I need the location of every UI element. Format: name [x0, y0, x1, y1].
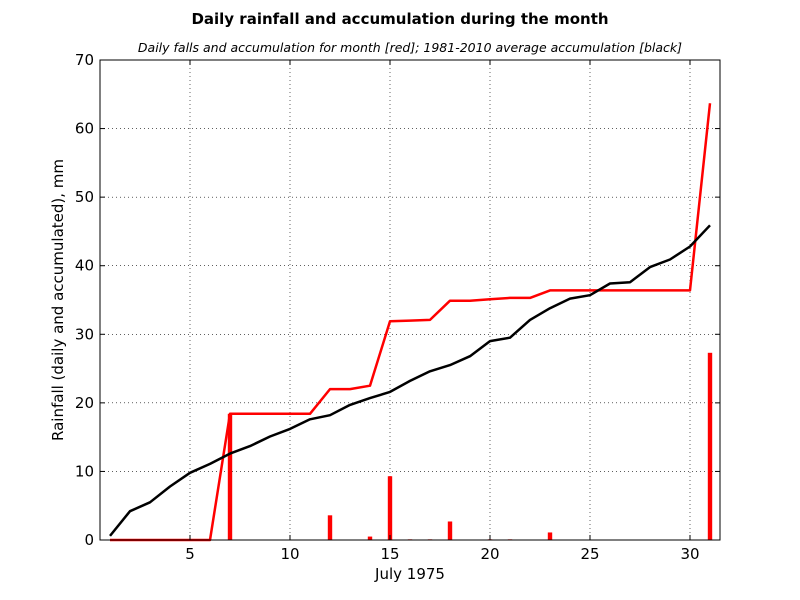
x-tick-label: 30 — [680, 545, 699, 563]
x-tick-label: 25 — [580, 545, 599, 563]
y-tick-label: 0 — [84, 531, 94, 549]
monthly-accumulation-line — [110, 103, 712, 542]
y-tick-label: 40 — [75, 257, 94, 275]
y-tick-label: 10 — [75, 462, 94, 480]
average-accumulation-line — [109, 224, 711, 537]
chart-subtitle: Daily falls and accumulation for month [… — [138, 40, 682, 55]
x-tick-label: 5 — [185, 545, 195, 563]
daily-rainfall-bar — [547, 532, 553, 540]
y-tick-label: 60 — [75, 120, 94, 138]
plot-frame — [99, 59, 721, 541]
x-axis-label: July 1975 — [374, 565, 445, 583]
y-tick-label: 50 — [75, 188, 94, 206]
x-tick-label: 15 — [380, 545, 399, 563]
y-tick-label: 20 — [75, 394, 94, 412]
daily-rainfall-bar — [387, 476, 393, 540]
y-tick-label: 70 — [75, 51, 94, 69]
daily-rainfall-bar — [367, 536, 373, 540]
accumulation-lines — [109, 103, 712, 542]
axis-ticks: 5 10 15 20 25 30 0 10 20 30 40 50 60 70 — [75, 51, 720, 563]
chart-title: Daily rainfall and accumulation during t… — [191, 10, 608, 28]
y-axis-label: Rainfall (daily and accumulated), mm — [49, 159, 67, 441]
y-tick-label: 30 — [75, 325, 94, 343]
x-tick-label: 20 — [480, 545, 499, 563]
daily-rainfall-bar — [447, 521, 453, 540]
daily-rainfall-bar — [327, 515, 333, 540]
x-tick-label: 10 — [280, 545, 299, 563]
grid-lines — [100, 60, 720, 540]
daily-rainfall-bars — [227, 352, 713, 541]
daily-rainfall-bar — [707, 352, 713, 540]
daily-rainfall-bar — [227, 413, 233, 540]
